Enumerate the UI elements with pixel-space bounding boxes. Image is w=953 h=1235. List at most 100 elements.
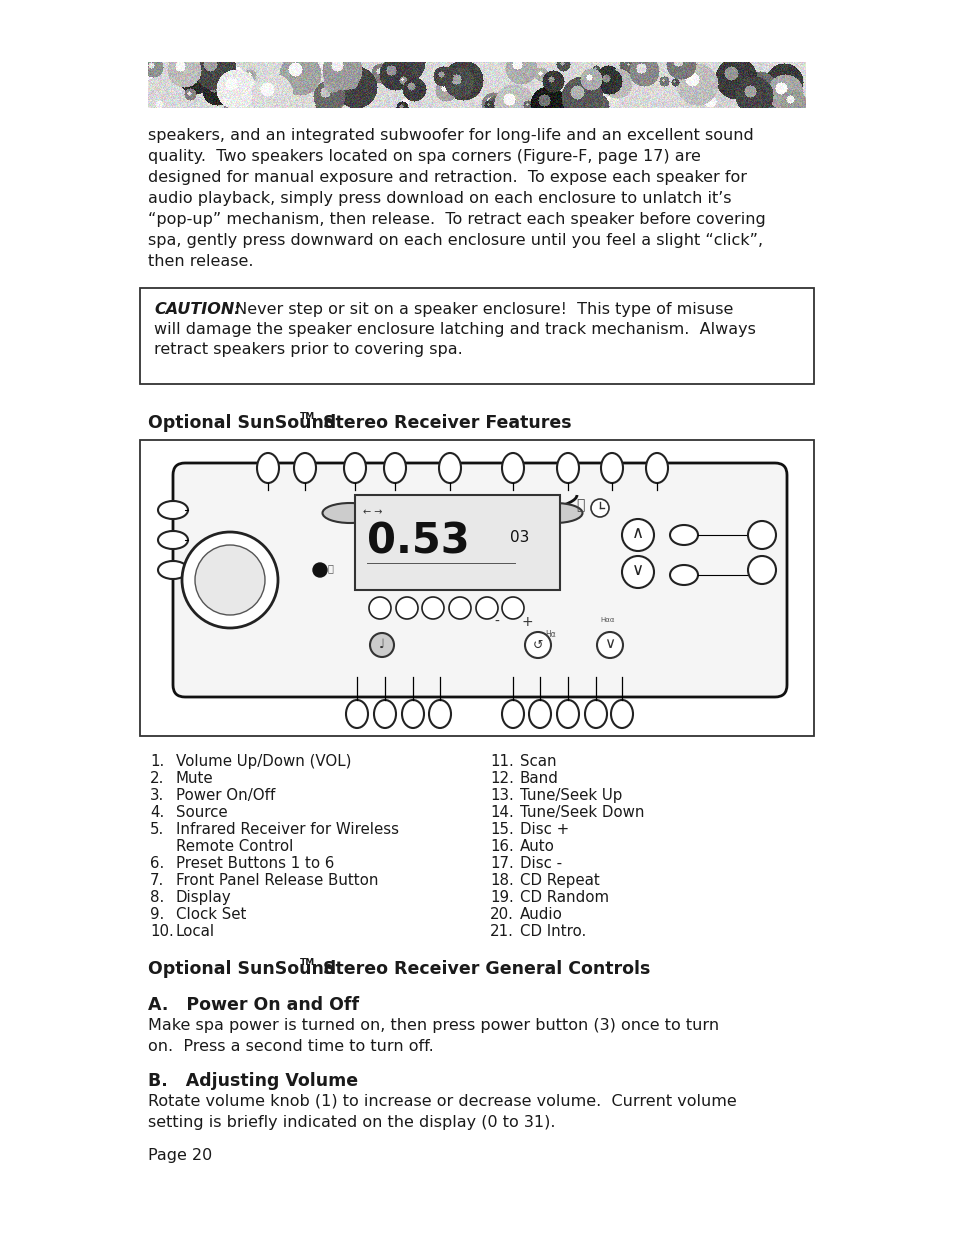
Text: 10.: 10. [150,924,173,939]
Text: Power On/Off: Power On/Off [175,788,275,803]
Circle shape [747,521,775,550]
Ellipse shape [346,700,368,727]
Circle shape [182,532,277,629]
Text: Mute: Mute [175,771,213,785]
Text: 4.: 4. [150,805,164,820]
Text: -: - [494,615,499,629]
Text: spa, gently press downward on each enclosure until you feel a slight “click”,: spa, gently press downward on each enclo… [148,233,762,248]
Text: ⦿: ⦿ [328,563,334,573]
Text: 13.: 13. [490,788,514,803]
Circle shape [421,597,443,619]
Text: Front Panel Release Button: Front Panel Release Button [175,873,378,888]
Text: ♩: ♩ [378,637,384,651]
Circle shape [590,499,608,517]
Text: ∧: ∧ [631,524,643,542]
Text: CD Random: CD Random [519,890,608,905]
Ellipse shape [501,453,523,483]
Text: Optional SunSound: Optional SunSound [148,960,335,978]
Text: 15.: 15. [490,823,514,837]
Circle shape [370,634,394,657]
Circle shape [395,597,417,619]
Text: 16.: 16. [490,839,514,853]
Text: Infrared Receiver for Wireless: Infrared Receiver for Wireless [175,823,398,837]
Text: 19.: 19. [490,890,514,905]
Circle shape [621,519,654,551]
Circle shape [597,632,622,658]
Text: 17.: 17. [490,856,514,871]
Text: will damage the speaker enclosure latching and track mechanism.  Always: will damage the speaker enclosure latchi… [153,322,755,337]
Ellipse shape [322,503,377,522]
Ellipse shape [584,700,606,727]
Text: 12.: 12. [490,771,514,785]
Text: Remote Control: Remote Control [175,839,294,853]
Ellipse shape [501,700,523,727]
Text: then release.: then release. [148,254,253,269]
Circle shape [621,556,654,588]
Text: Never step or sit on a speaker enclosure!  This type of misuse: Never step or sit on a speaker enclosure… [230,303,733,317]
Text: CD Repeat: CD Repeat [519,873,599,888]
Ellipse shape [669,525,698,545]
Text: Band: Band [519,771,558,785]
Text: Preset Buttons 1 to 6: Preset Buttons 1 to 6 [175,856,334,871]
Text: setting is briefly indicated on the display (0 to 31).: setting is briefly indicated on the disp… [148,1115,555,1130]
Text: Tune/Seek Down: Tune/Seek Down [519,805,644,820]
Ellipse shape [557,700,578,727]
FancyBboxPatch shape [172,463,786,697]
Ellipse shape [384,453,406,483]
Circle shape [369,597,391,619]
Bar [355,495,559,590]
Ellipse shape [401,700,423,727]
Text: 9.: 9. [150,906,164,923]
Text: 21.: 21. [490,924,514,939]
Text: TM: TM [299,412,314,421]
Text: Page 20: Page 20 [148,1149,212,1163]
Text: +: + [520,615,533,629]
Ellipse shape [438,453,460,483]
Text: Stereo Receiver Features: Stereo Receiver Features [316,414,571,432]
Text: CD Intro.: CD Intro. [519,924,586,939]
Text: 3.: 3. [150,788,164,803]
Text: Local: Local [175,924,214,939]
Text: retract speakers prior to covering spa.: retract speakers prior to covering spa. [153,342,462,357]
Text: Auto: Auto [519,839,555,853]
Text: 6.: 6. [150,856,164,871]
Bar [140,288,813,384]
Text: ↺: ↺ [532,638,542,652]
Text: quality.  Two speakers located on spa corners (Figure-F, page 17) are: quality. Two speakers located on spa cor… [148,149,700,164]
Text: 7.: 7. [150,873,164,888]
Text: 8.: 8. [150,890,164,905]
Ellipse shape [158,501,188,519]
Ellipse shape [645,453,667,483]
Text: Scan: Scan [519,755,556,769]
Text: Make spa power is turned on, then press power button (3) once to turn: Make spa power is turned on, then press … [148,1018,719,1032]
Text: 5.: 5. [150,823,164,837]
Text: A.   Power On and Off: A. Power On and Off [148,995,358,1014]
Text: Hαα: Hαα [599,618,614,622]
Text: “pop-up” mechanism, then release.  To retract each speaker before covering: “pop-up” mechanism, then release. To ret… [148,212,765,227]
Text: 03: 03 [510,530,529,545]
Circle shape [313,563,327,577]
Circle shape [449,597,471,619]
Text: Hα: Hα [544,630,556,638]
Text: ∨: ∨ [604,636,615,651]
Text: 1.: 1. [150,755,164,769]
Text: Display: Display [175,890,232,905]
Ellipse shape [158,531,188,550]
Ellipse shape [529,700,551,727]
Text: 0.53: 0.53 [367,520,469,562]
Text: 14.: 14. [490,805,514,820]
Text: designed for manual exposure and retraction.  To expose each speaker for: designed for manual exposure and retract… [148,170,746,185]
Ellipse shape [557,453,578,483]
Ellipse shape [158,561,188,579]
Text: B.   Adjusting Volume: B. Adjusting Volume [148,1072,357,1091]
Text: Disc -: Disc - [519,856,561,871]
Ellipse shape [256,453,278,483]
Ellipse shape [600,453,622,483]
Text: ⦿: ⦿ [576,498,583,513]
Text: Source: Source [175,805,228,820]
Text: audio playback, simply press download on each enclosure to unlatch it’s: audio playback, simply press download on… [148,191,731,206]
Text: speakers, and an integrated subwoofer for long-life and an excellent sound: speakers, and an integrated subwoofer fo… [148,128,753,143]
Text: 2.: 2. [150,771,164,785]
Ellipse shape [294,453,315,483]
Circle shape [501,597,523,619]
